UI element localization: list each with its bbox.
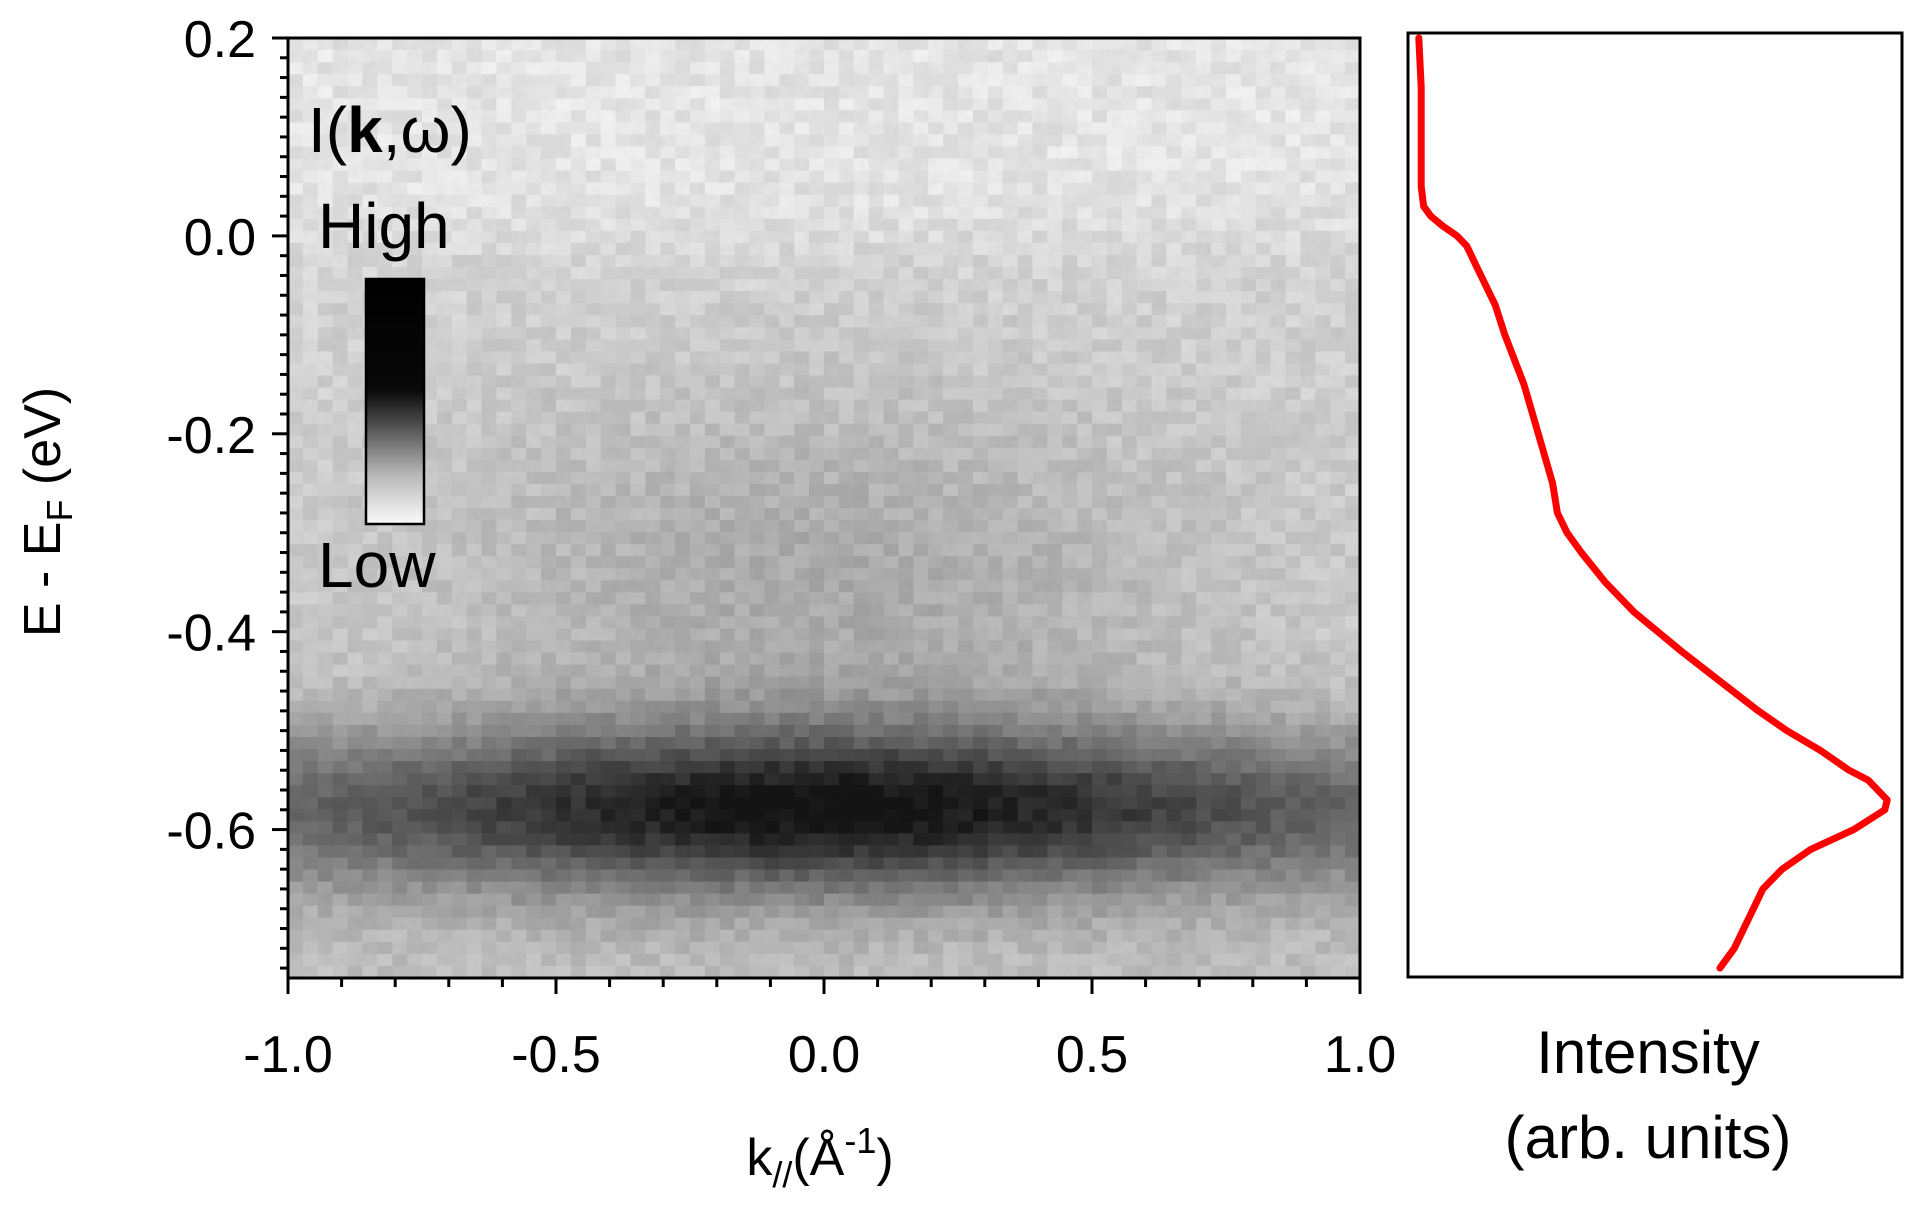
arpes-heatmap-panel: -1.0 -0.5 0.0 0.5 1.0 0.20.0-0.2-0.4-0.6 k//…	[14, 11, 1396, 1195]
